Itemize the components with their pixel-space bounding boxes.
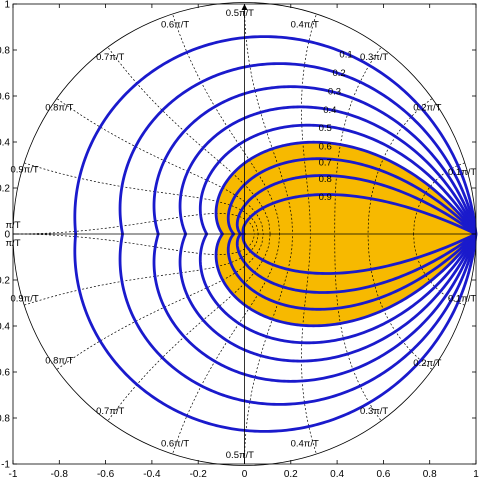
damping-label-0.8: 0.8: [319, 174, 332, 185]
wn-label-lower-0.7π/T: 0.7π/T: [96, 406, 124, 417]
wn-label-upper-0.5π/T: 0.5π/T: [226, 8, 254, 19]
x-tick-label-0.6: 0.6: [376, 469, 390, 480]
x-tick-label--0.8: -0.8: [51, 469, 69, 480]
wn-label-lower-0.3π/T: 0.3π/T: [360, 406, 388, 417]
wn-label-lower-0.2π/T: 0.2π/T: [413, 358, 441, 369]
damping-label-0.6: 0.6: [319, 142, 332, 153]
y-tick-label-5: 0: [4, 230, 10, 241]
wn-label-upper-0.3π/T: 0.3π/T: [360, 52, 388, 63]
x-tick-label-1: 1: [473, 469, 479, 480]
wn-label-upper-0.1π/T: 0.1π/T: [448, 167, 476, 178]
wn-label-upper-π/T: π/T: [6, 220, 21, 231]
natural-frequency-line-0.4-lower: [301, 233, 317, 453]
wn-label-upper-0.7π/T: 0.7π/T: [96, 52, 124, 63]
y-tick-label-0: 1: [4, 0, 10, 11]
wn-label-upper-0.6π/T: 0.6π/T: [161, 20, 189, 31]
x-tick-label--0.6: -0.6: [97, 469, 115, 480]
damping-label-0.3: 0.3: [328, 86, 341, 97]
y-tick-label-1: 0.8: [0, 46, 10, 57]
wn-label-upper-0.2π/T: 0.2π/T: [413, 103, 441, 114]
natural-frequency-line-0.4-upper: [301, 15, 317, 235]
y-tick-label-3: 0.4: [0, 138, 10, 149]
natural-frequency-line-0.8-upper: [57, 98, 264, 235]
x-tick-label--0.4: -0.4: [143, 469, 161, 480]
y-tick-label-9: 0.8: [0, 414, 10, 425]
damping-label-0.4: 0.4: [323, 105, 336, 116]
axes-layer: [12, 3, 477, 465]
wn-label-lower-0.5π/T: 0.5π/T: [226, 450, 254, 461]
y-tick-label-2: 0.6: [0, 92, 10, 103]
x-tick-label-0.2: 0.2: [284, 469, 298, 480]
wn-label-lower-0.4π/T: 0.4π/T: [291, 438, 319, 449]
x-tick-label-0: 0: [242, 469, 248, 480]
x-tick-label-0.8: 0.8: [423, 469, 437, 480]
natural-frequency-line-0.7-lower: [108, 233, 271, 421]
wn-label-upper-0.9π/T: 0.9π/T: [10, 165, 38, 176]
damping-label-0.1: 0.1: [339, 50, 352, 61]
damping-label-0.5: 0.5: [319, 123, 332, 134]
y-tick-label-8: 0.6: [0, 368, 10, 379]
wn-label-upper-0.8π/T: 0.8π/T: [45, 103, 73, 114]
wn-label-lower-0.1π/T: 0.1π/T: [448, 293, 476, 304]
annotation-layer: 0.1 0.2 0.3 0.4 0.5 0.6 0.7 0.8 0.9 0.1π/T 0.2π/T 0…: [6, 8, 477, 461]
natural-frequency-line-0.8-lower: [57, 233, 264, 370]
natural-frequency-line-0.7-upper: [108, 47, 271, 235]
y-tick-label-10: -1: [1, 460, 10, 471]
x-tick-label--0.2: -0.2: [190, 469, 208, 480]
natural-frequency-line-0.3-lower: [334, 233, 381, 421]
y-tick-label-7: 0.4: [0, 322, 10, 333]
x-tick-label--1: -1: [9, 469, 18, 480]
wn-label-upper-0.4π/T: 0.4π/T: [291, 20, 319, 31]
natural-frequency-line-0.3-upper: [334, 47, 381, 235]
damping-label-0.9: 0.9: [319, 192, 332, 203]
wn-label-lower-0.8π/T: 0.8π/T: [45, 356, 73, 367]
y-tick-label-4: 0.2: [0, 184, 10, 195]
wn-label-lower-π/T: π/T: [6, 238, 21, 249]
damping-label-0.2: 0.2: [332, 68, 345, 79]
wn-label-lower-0.9π/T: 0.9π/T: [10, 293, 38, 304]
damping-label-0.7: 0.7: [319, 158, 332, 169]
x-tick-label-0.4: 0.4: [330, 469, 344, 480]
y-tick-label-6: 0.2: [0, 276, 10, 287]
wn-label-lower-0.6π/T: 0.6π/T: [161, 438, 189, 449]
